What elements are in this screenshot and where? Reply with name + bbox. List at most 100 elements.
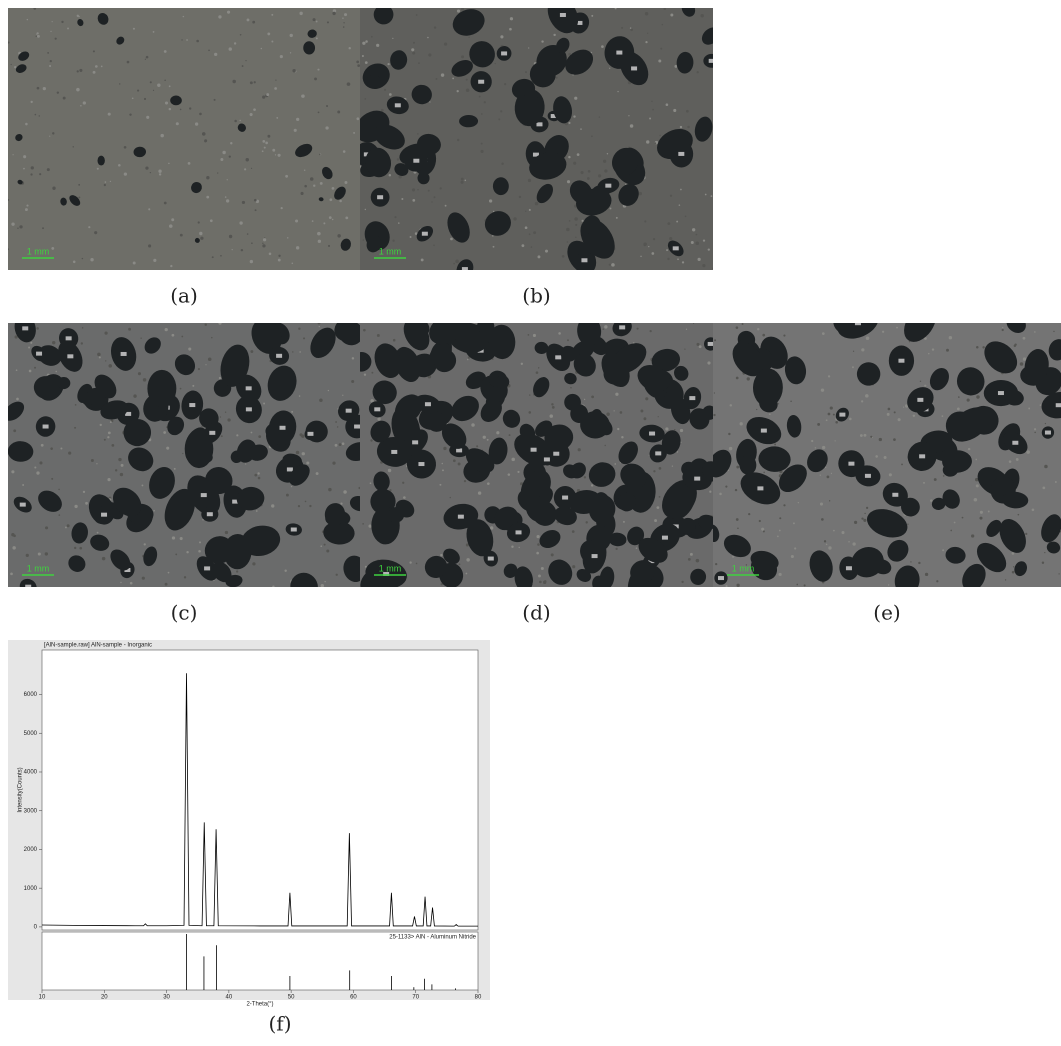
speckle [725, 486, 727, 488]
speckle [332, 219, 333, 220]
speckle [539, 581, 542, 584]
speckle [88, 226, 90, 228]
speckle [853, 351, 854, 352]
speckle [639, 192, 642, 195]
speckle [150, 172, 151, 173]
speckle [551, 553, 554, 556]
speckle [206, 176, 209, 179]
speckle [245, 60, 246, 61]
scale-bar-label: 1 mm [27, 563, 50, 573]
speckle [68, 452, 71, 455]
speckle [50, 60, 52, 62]
speckle [180, 234, 183, 237]
speckle [108, 113, 111, 116]
speckle [124, 146, 127, 149]
crystal-facet [919, 454, 925, 458]
speckle [182, 453, 183, 454]
speckle [483, 436, 486, 439]
speckle [591, 15, 593, 17]
speckle [757, 328, 759, 330]
crystal-facet [189, 403, 195, 407]
speckle [256, 510, 258, 512]
speckle [94, 231, 97, 234]
speckle [655, 142, 657, 144]
speckle [339, 443, 342, 446]
speckle [418, 62, 420, 64]
speckle [17, 228, 18, 229]
crystal-facet [655, 451, 661, 455]
speckle [928, 353, 930, 355]
speckle [835, 440, 836, 441]
speckle [313, 18, 316, 21]
speckle [110, 421, 112, 423]
speckle [137, 90, 139, 92]
speckle [356, 117, 359, 120]
speckle [241, 249, 243, 251]
speckle [164, 50, 167, 53]
crystal-facet [649, 432, 655, 436]
speckle [413, 42, 415, 44]
speckle [180, 537, 183, 540]
speckle [461, 178, 464, 181]
speckle [269, 253, 272, 256]
speckle [165, 328, 168, 331]
speckle [756, 409, 757, 410]
speckle [500, 110, 502, 112]
speckle [251, 168, 252, 169]
speckle [957, 408, 960, 411]
speckle [339, 200, 342, 203]
speckle [936, 580, 938, 582]
speckle [319, 326, 320, 327]
speckle [968, 448, 970, 450]
speckle [835, 421, 838, 424]
speckle [57, 91, 59, 93]
speckle [670, 195, 672, 197]
speckle [452, 78, 454, 80]
speckle [198, 550, 201, 553]
speckle [276, 117, 278, 119]
speckle [740, 422, 743, 425]
speckle [670, 13, 673, 16]
speckle [212, 256, 214, 258]
speckle [416, 14, 418, 16]
speckle [979, 517, 982, 520]
speckle [104, 332, 107, 335]
speckle [111, 444, 114, 447]
speckle [143, 378, 146, 381]
speckle [392, 240, 394, 242]
speckle [653, 238, 655, 240]
speckle [644, 220, 646, 222]
crystal-facet [898, 359, 904, 363]
speckle [779, 530, 781, 532]
speckle [55, 371, 56, 372]
speckle [337, 426, 338, 427]
speckle [428, 190, 430, 192]
crystal [98, 156, 105, 166]
speckle [244, 168, 246, 170]
speckle [529, 394, 530, 395]
speckle [774, 444, 776, 446]
speckle [1023, 357, 1026, 360]
crystal-facet [673, 246, 679, 250]
speckle [252, 562, 255, 565]
speckle [601, 45, 604, 48]
speckle [52, 187, 55, 190]
speckle [861, 400, 863, 402]
speckle [649, 117, 651, 119]
speckle [864, 434, 867, 437]
speckle [362, 42, 365, 45]
speckle [353, 132, 355, 134]
speckle [658, 59, 661, 62]
speckle [511, 458, 515, 462]
speckle [266, 93, 269, 96]
speckle [263, 238, 266, 241]
speckle [172, 536, 175, 539]
speckle [337, 110, 340, 113]
speckle [183, 16, 184, 17]
crystal-facet [616, 51, 622, 55]
speckle [409, 561, 411, 563]
speckle [541, 567, 544, 570]
speckle [826, 544, 828, 546]
speckle [301, 94, 305, 98]
speckle [442, 469, 444, 471]
